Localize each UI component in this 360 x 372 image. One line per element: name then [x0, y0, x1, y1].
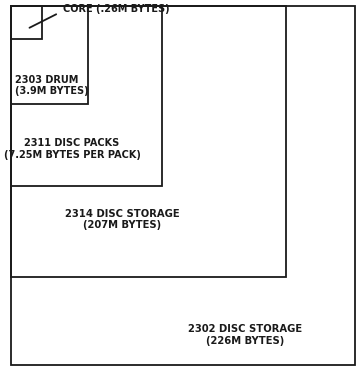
Bar	[11, 6, 286, 277]
Text: 2314 DISC STORAGE
(207M BYTES): 2314 DISC STORAGE (207M BYTES)	[65, 209, 180, 230]
Bar	[11, 6, 162, 186]
Bar	[11, 6, 42, 39]
Text: 2303 DRUM
(3.9M BYTES): 2303 DRUM (3.9M BYTES)	[15, 75, 89, 96]
Text: CORE (.26M BYTES): CORE (.26M BYTES)	[63, 4, 170, 14]
Text: 2311 DISC PACKS
(7.25M BYTES PER PACK): 2311 DISC PACKS (7.25M BYTES PER PACK)	[4, 138, 140, 160]
Text: 2302 DISC STORAGE
(226M BYTES): 2302 DISC STORAGE (226M BYTES)	[188, 324, 302, 346]
Bar	[11, 6, 88, 104]
